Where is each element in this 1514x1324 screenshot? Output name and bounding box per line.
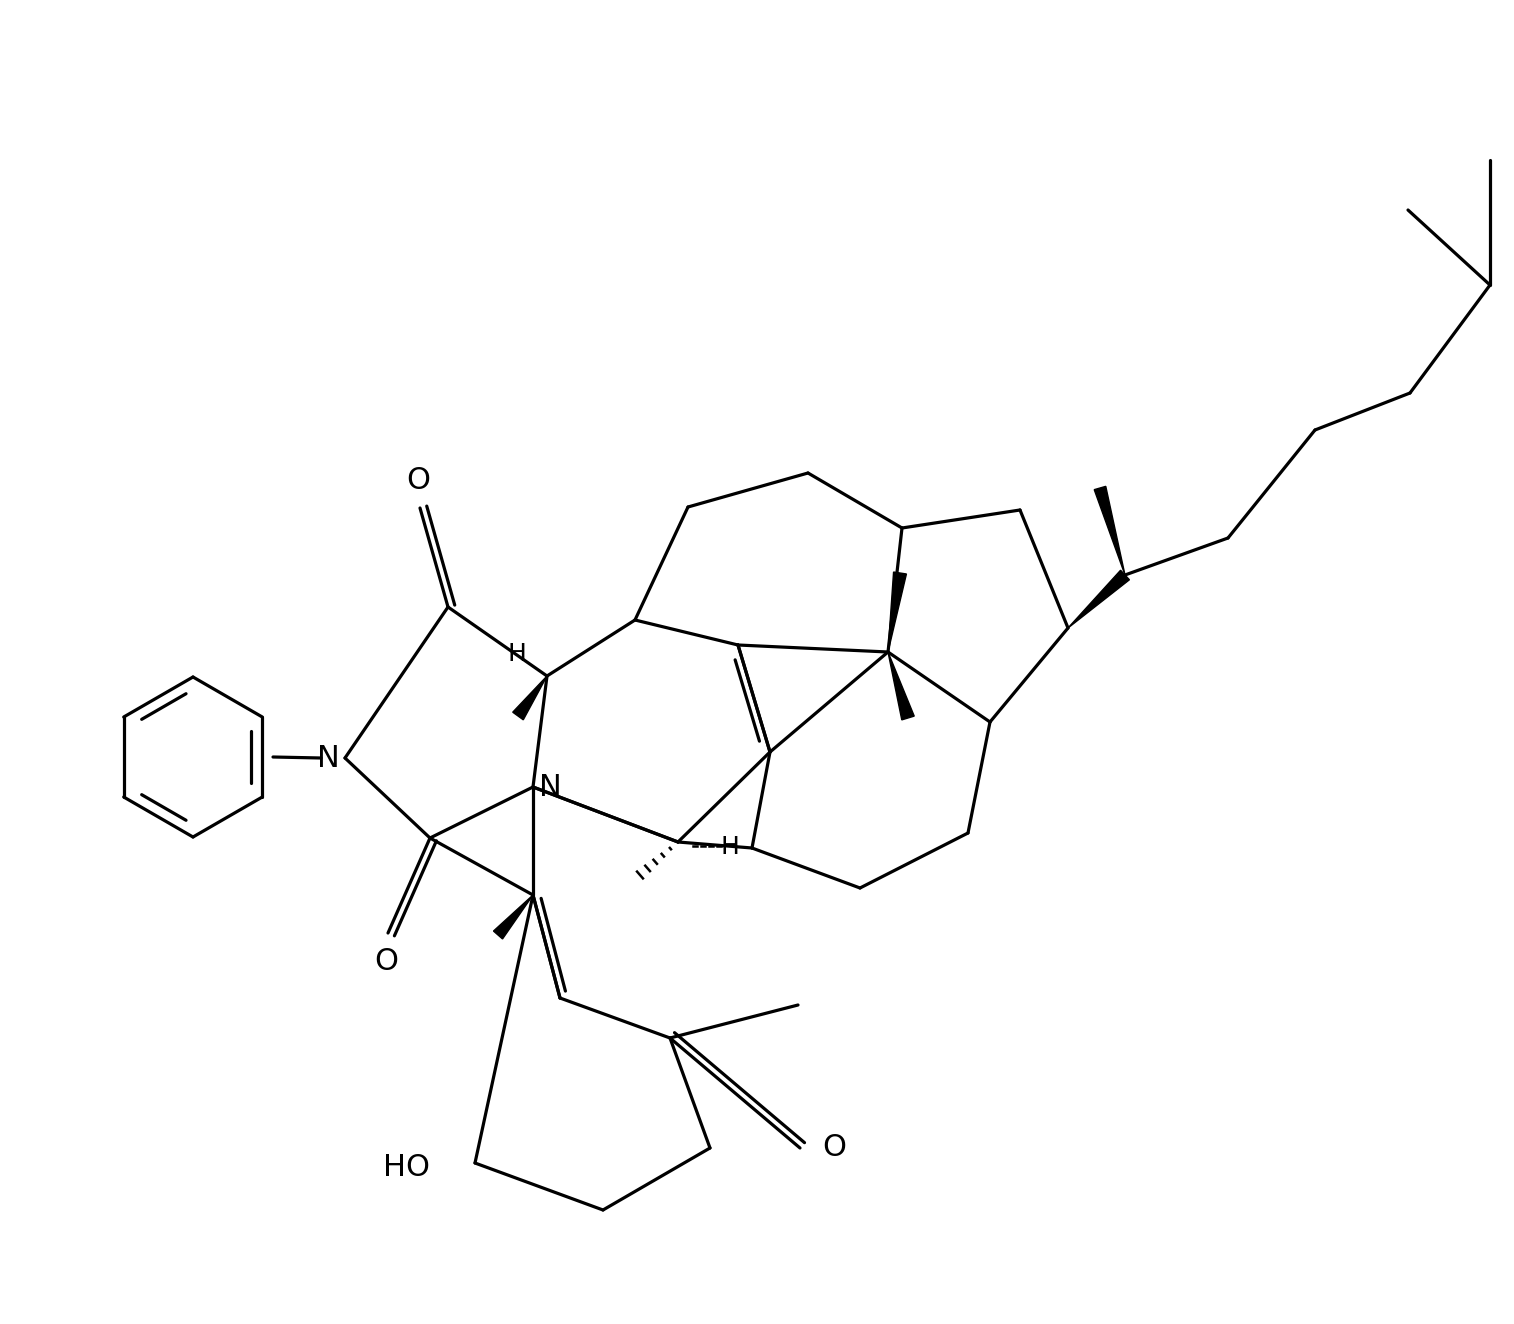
Polygon shape bbox=[513, 677, 547, 720]
Polygon shape bbox=[889, 572, 907, 651]
Text: O: O bbox=[406, 466, 430, 494]
Text: H: H bbox=[507, 642, 527, 666]
Polygon shape bbox=[1067, 571, 1129, 628]
Text: N: N bbox=[316, 744, 339, 772]
Text: H: H bbox=[721, 835, 739, 859]
Polygon shape bbox=[1095, 486, 1125, 575]
Text: O: O bbox=[822, 1133, 846, 1162]
Polygon shape bbox=[889, 651, 914, 720]
Text: HO: HO bbox=[383, 1153, 430, 1182]
Polygon shape bbox=[494, 895, 533, 939]
Text: O: O bbox=[374, 947, 398, 976]
Text: N: N bbox=[539, 772, 562, 801]
